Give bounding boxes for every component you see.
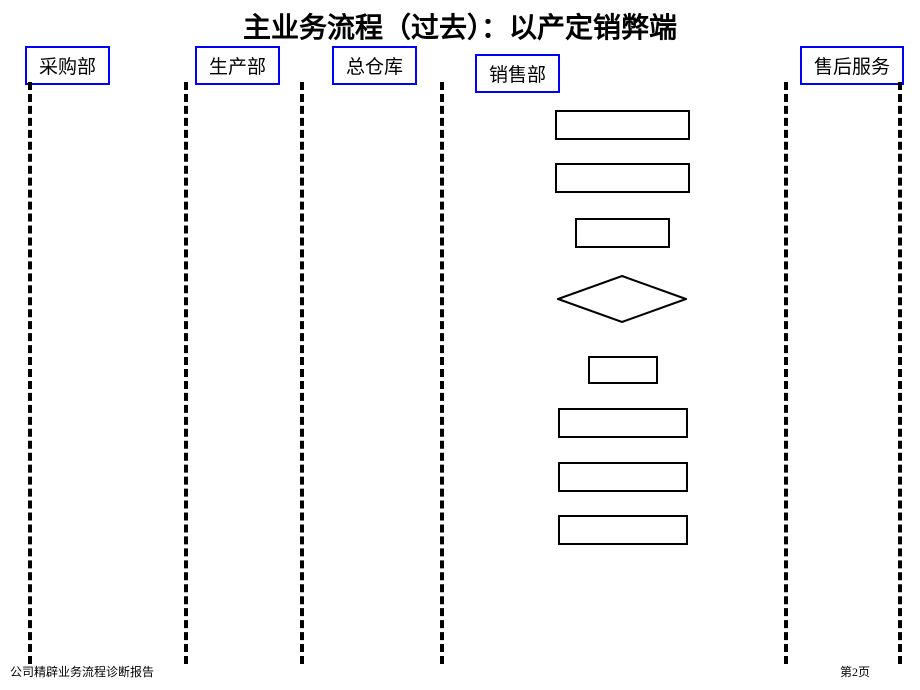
dept-label-aftersales: 售后服务 bbox=[800, 46, 904, 85]
flow-decision-diamond bbox=[557, 275, 687, 323]
swimlane-divider bbox=[28, 82, 32, 664]
page-title: 主业务流程（过去）：以产定销弊端 bbox=[243, 6, 677, 46]
flow-step-rect bbox=[588, 356, 658, 384]
flow-step-rect bbox=[555, 163, 690, 193]
swimlane-divider bbox=[784, 82, 788, 664]
swimlane-divider bbox=[300, 82, 304, 664]
dept-label-production: 生产部 bbox=[195, 46, 280, 85]
swimlane-divider bbox=[898, 82, 902, 664]
flow-step-rect bbox=[558, 408, 688, 438]
swimlane-divider bbox=[440, 82, 444, 664]
footer-left-text: 公司精辟业务流程诊断报告 bbox=[10, 663, 154, 680]
flow-step-rect bbox=[558, 462, 688, 492]
flow-step-rect bbox=[555, 110, 690, 140]
swimlane-divider bbox=[184, 82, 188, 664]
flow-step-rect bbox=[575, 218, 670, 248]
flow-step-rect bbox=[558, 515, 688, 545]
footer-page-number: 第2页 bbox=[840, 663, 870, 680]
dept-label-sales: 销售部 bbox=[475, 54, 560, 93]
dept-label-purchasing: 采购部 bbox=[25, 46, 110, 85]
dept-label-warehouse: 总仓库 bbox=[332, 46, 417, 85]
